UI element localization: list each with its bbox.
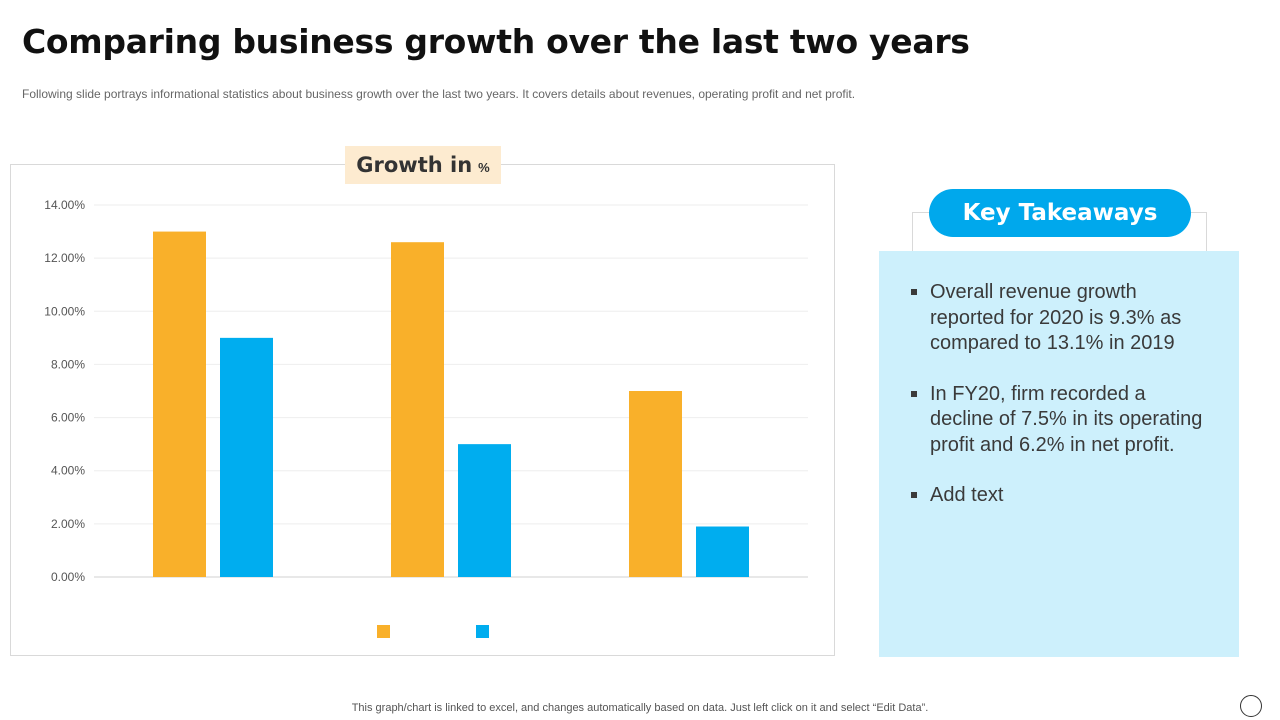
takeaways-heading-pill: Key Takeaways [929,189,1191,237]
takeaway-item: Overall revenue growth reported for 2020… [911,280,1211,357]
takeaway-text: Overall revenue growth reported for 2020… [930,281,1182,354]
circle-icon [1240,695,1262,717]
square-bullet-icon [911,390,917,397]
chart-frame[interactable] [10,164,835,656]
takeaway-text: Add text [930,484,1004,506]
chart-title: Growth in [356,153,473,177]
takeaway-item: Add text [911,483,1211,509]
takeaways-panel [879,251,1239,657]
takeaways-heading: Key Takeaways [962,200,1158,226]
page-title: Comparing business growth over the last … [22,22,970,61]
page-subtitle: Following slide portrays informational s… [22,87,856,101]
square-bullet-icon [911,492,917,498]
takeaway-list: Overall revenue growth reported for 2020… [911,280,1211,534]
takeaway-item: In FY20, firm recorded a decline of 7.5%… [911,382,1211,459]
square-bullet-icon [911,289,917,295]
chart-title-unit: % [478,159,490,175]
chart-title-box: Growth in % [345,146,501,184]
footer-note: This graph/chart is linked to excel, and… [351,702,929,714]
takeaway-text: In FY20, firm recorded a decline of 7.5%… [930,382,1203,456]
